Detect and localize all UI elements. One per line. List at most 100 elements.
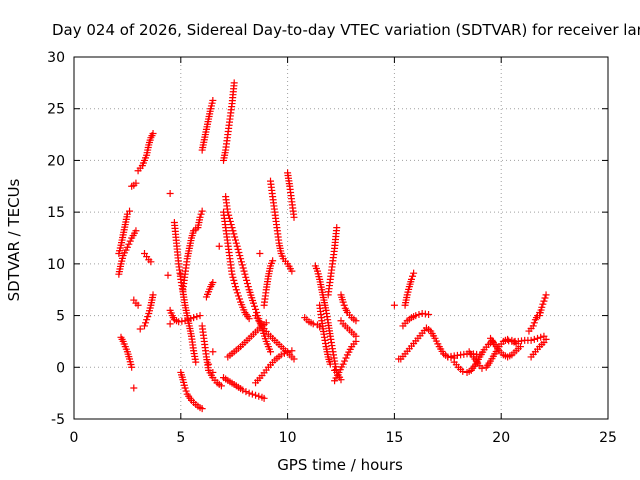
data-point	[542, 291, 550, 299]
y-tick-label: 30	[47, 50, 65, 66]
data-point	[132, 227, 140, 235]
data-point	[231, 280, 239, 288]
data-point	[395, 355, 403, 363]
y-tick-label: 15	[47, 205, 65, 221]
data-point	[248, 390, 256, 398]
data-point	[288, 347, 296, 355]
y-tick-label: 5	[56, 309, 65, 325]
data-point	[126, 207, 134, 215]
x-tick-label: 10	[279, 430, 297, 446]
data-point	[337, 376, 345, 384]
data-point	[252, 305, 260, 313]
data-point	[267, 348, 275, 356]
data-point	[132, 179, 140, 187]
data-point	[166, 320, 174, 328]
x-tick-label: 5	[176, 430, 185, 446]
data-point	[252, 391, 260, 399]
data-point	[140, 322, 148, 330]
data-point	[227, 221, 235, 229]
data-point	[540, 297, 548, 305]
data-point	[256, 250, 264, 258]
data-point	[181, 384, 189, 392]
data-point	[277, 351, 285, 359]
data-point	[233, 242, 241, 250]
data-point	[290, 355, 298, 363]
data-point	[341, 357, 349, 365]
data-point	[243, 276, 251, 284]
data-point	[269, 257, 277, 265]
data-point	[136, 325, 144, 333]
data-point	[255, 392, 263, 400]
data-point	[410, 269, 418, 277]
data-point	[339, 360, 347, 368]
data-point	[288, 267, 296, 275]
data-point	[537, 333, 545, 341]
data-point	[231, 236, 239, 244]
data-point	[190, 314, 198, 322]
data-point	[231, 233, 239, 241]
data-point	[234, 245, 242, 253]
data-point	[177, 270, 185, 278]
x-tick-labels: 0 5 10 15 20 25	[70, 430, 617, 446]
data-point	[241, 270, 249, 278]
data-point	[352, 332, 360, 340]
data-point	[425, 311, 433, 319]
data-point	[229, 227, 237, 235]
data-point	[249, 299, 257, 307]
data-point	[407, 275, 415, 283]
data-point	[409, 272, 417, 280]
data-point	[326, 360, 334, 368]
data-point	[125, 240, 133, 248]
data-point	[415, 311, 423, 319]
data-points	[115, 79, 550, 413]
x-tick-label: 0	[70, 430, 79, 446]
data-point	[459, 367, 467, 375]
x-axis-label: GPS time / hours	[277, 456, 403, 474]
data-point	[236, 252, 244, 260]
data-point	[538, 303, 546, 311]
data-point	[164, 271, 172, 279]
data-point	[342, 354, 350, 362]
data-point	[527, 336, 535, 344]
data-point	[143, 316, 151, 324]
data-point	[530, 319, 538, 327]
data-point	[193, 313, 201, 321]
data-point	[232, 286, 240, 294]
data-point	[245, 315, 253, 323]
data-point	[130, 384, 138, 392]
data-point	[228, 224, 236, 232]
plot-frame	[73, 56, 609, 420]
y-tick-label: 20	[47, 153, 65, 169]
data-point	[242, 388, 250, 396]
data-point	[192, 358, 200, 366]
data-point	[213, 379, 221, 387]
data-point	[232, 239, 240, 247]
data-point	[331, 366, 339, 374]
data-point	[230, 79, 238, 87]
data-point	[240, 267, 248, 275]
data-point	[541, 294, 549, 302]
data-point	[198, 405, 206, 413]
data-point	[250, 302, 258, 310]
y-axis-label: SDTVAR / TECUs	[5, 178, 23, 301]
data-point	[239, 386, 247, 394]
y-tick-label: 25	[47, 102, 65, 118]
data-point	[478, 364, 486, 372]
data-point	[231, 283, 239, 291]
data-point	[229, 273, 237, 281]
data-point	[534, 334, 542, 342]
data-point	[245, 389, 253, 397]
data-point	[147, 258, 155, 266]
data-point	[290, 213, 298, 221]
data-point	[412, 312, 420, 320]
data-point	[142, 319, 150, 327]
data-point	[238, 261, 246, 269]
x-tick-label: 20	[492, 430, 510, 446]
data-point	[234, 292, 242, 300]
data-point	[516, 343, 524, 351]
data-point	[309, 320, 317, 328]
data-point	[209, 96, 217, 104]
y-tick-label: 10	[47, 257, 65, 273]
data-point	[243, 280, 251, 288]
